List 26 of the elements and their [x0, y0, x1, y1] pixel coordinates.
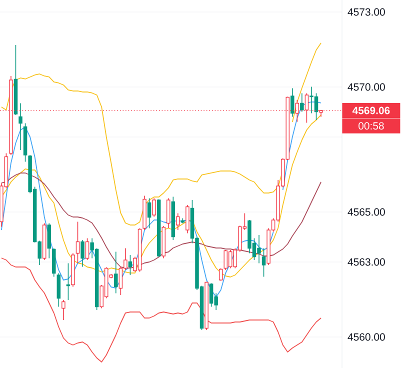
- candlestick: [128, 254, 132, 276]
- candlestick: [18, 102, 22, 150]
- y-tick-label: 4570.00: [348, 83, 385, 91]
- candlestick: [47, 222, 52, 259]
- y-tick-label: 4573.00: [348, 8, 385, 16]
- candlestick: [290, 88, 294, 118]
- ref-line-label: 4569.06: [352, 106, 390, 114]
- candlestick: [166, 198, 170, 229]
- candlestick: [147, 198, 152, 229]
- candlestick: [300, 92, 304, 112]
- candlestick: [56, 272, 61, 308]
- candlestick: [80, 240, 84, 268]
- candlestick: [114, 251, 118, 294]
- candlestick: [85, 238, 90, 260]
- candlestick: [218, 268, 223, 282]
- y-tick-label: 4565.00: [348, 208, 385, 216]
- candlestick: [186, 204, 190, 234]
- y-tick-label: 4560.00: [348, 333, 385, 341]
- candlestick: [62, 300, 66, 320]
- candlestick: [52, 248, 56, 278]
- text: 00:58: [358, 122, 384, 130]
- candlestick: [176, 212, 180, 230]
- candlestick: [262, 248, 266, 278]
- candlestick: [152, 198, 156, 218]
- y-tick-label: 4563.00: [348, 258, 385, 266]
- candlestick: [76, 221, 80, 264]
